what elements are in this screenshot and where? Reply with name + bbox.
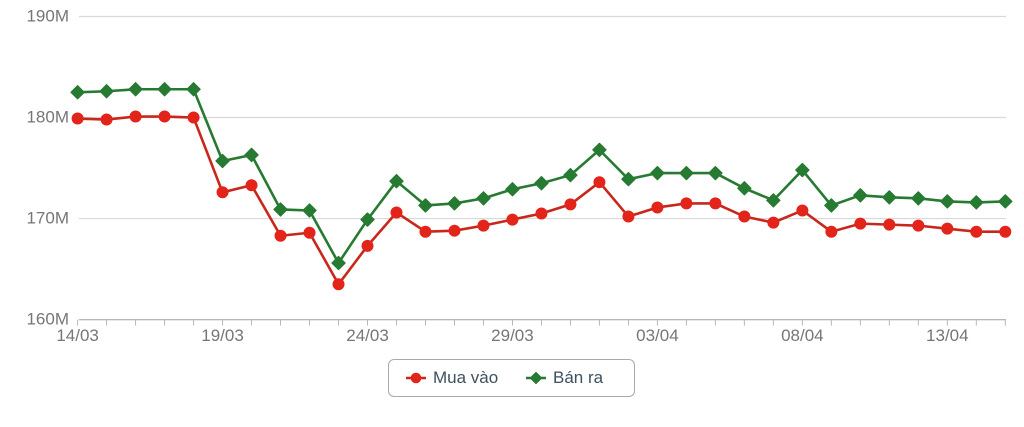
svg-text:24/03: 24/03 <box>346 326 389 345</box>
svg-text:190M: 190M <box>26 7 69 26</box>
svg-text:03/04: 03/04 <box>636 326 679 345</box>
svg-text:170M: 170M <box>26 209 69 228</box>
svg-text:08/04: 08/04 <box>781 326 824 345</box>
svg-text:13/04: 13/04 <box>926 326 969 345</box>
svg-text:29/03: 29/03 <box>491 326 534 345</box>
svg-text:19/03: 19/03 <box>201 326 244 345</box>
svg-text:180M: 180M <box>26 108 69 127</box>
svg-text:14/03: 14/03 <box>56 326 99 345</box>
